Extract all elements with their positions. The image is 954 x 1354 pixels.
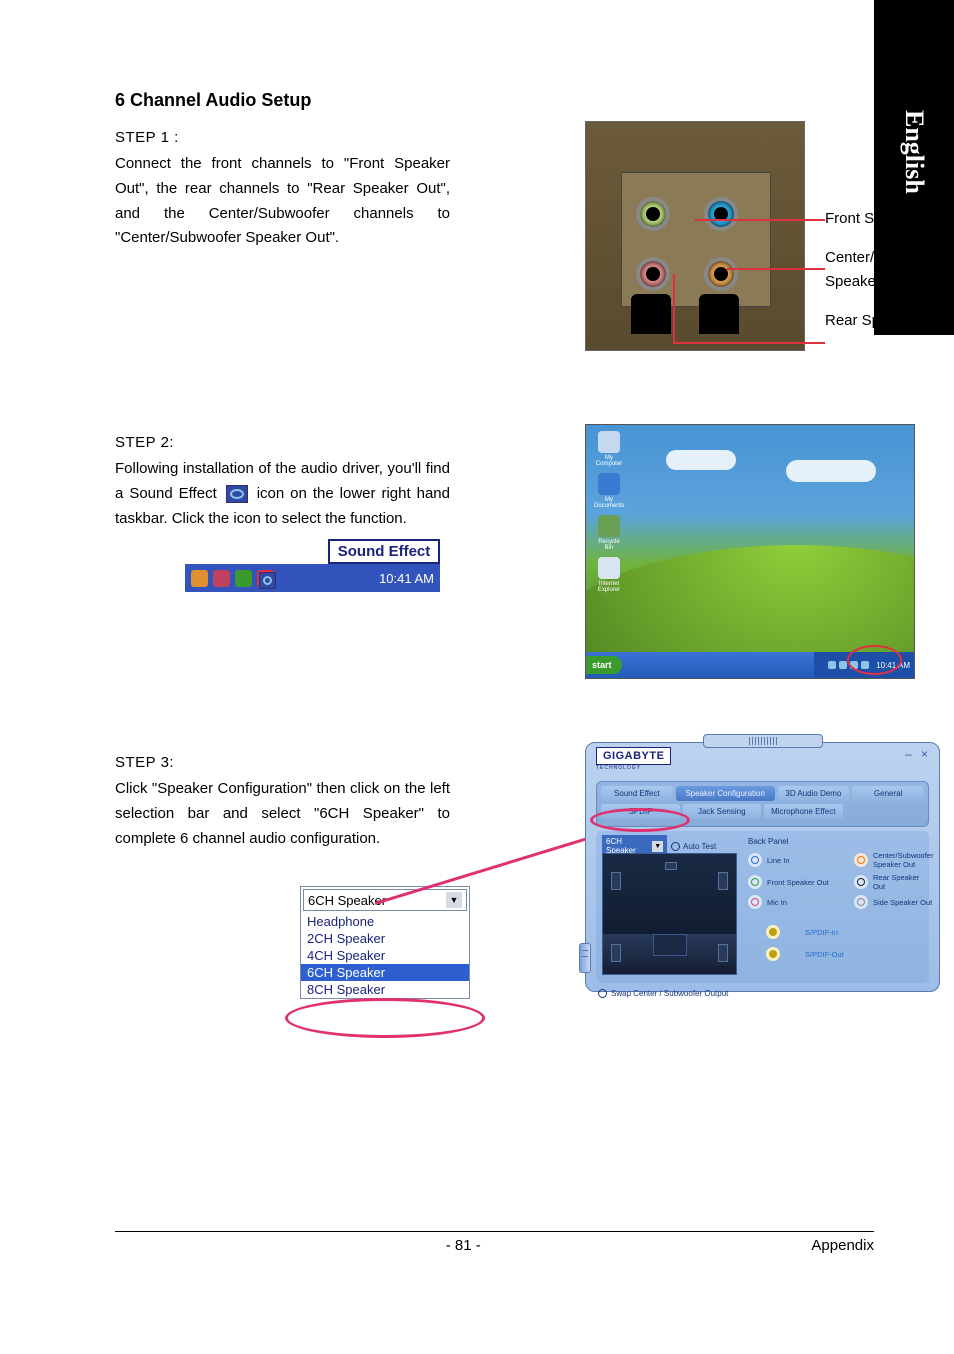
start-button[interactable]: start: [586, 656, 622, 674]
speaker-room-preview: [602, 853, 737, 975]
jack-icon: [854, 853, 868, 867]
dropdown-option[interactable]: 2CH Speaker: [301, 930, 469, 947]
jack-icon: [854, 875, 868, 889]
tray-icon[interactable]: [235, 570, 252, 587]
label-rear-speaker: Rear Speaker Out: [825, 309, 954, 332]
tray-clock: 10:41 AM: [379, 571, 434, 586]
auto-test[interactable]: Auto Test: [671, 842, 716, 851]
highlight-circle: [847, 645, 902, 675]
sound-effect-tooltip: Sound Effect: [328, 539, 440, 564]
page-number: - 81 -: [446, 1237, 481, 1254]
callout-line: [673, 274, 675, 342]
chevron-down-icon[interactable]: ▼: [446, 892, 462, 908]
side-knob[interactable]: [579, 943, 591, 973]
tab-speaker-config[interactable]: Speaker Configuration: [676, 786, 775, 801]
speaker-dropdown[interactable]: 6CH Speaker ▼ Headphone 2CH Speaker 4CH …: [300, 886, 470, 999]
label-front-speaker: Front Speaker Out: [825, 207, 954, 230]
jack-icon: [766, 925, 780, 939]
highlight-circle: [590, 808, 690, 832]
jack-callout-labels: Front Speaker Out Center/Subwoofer Speak…: [825, 129, 954, 348]
drag-handle[interactable]: [703, 734, 823, 748]
desktop-screenshot: My Computer My Documents Recycle Bin Int…: [585, 424, 915, 679]
tray-icon[interactable]: [213, 570, 230, 587]
brand-logo: GIGABYTE: [596, 747, 671, 765]
chevron-down-icon: ▼: [652, 841, 663, 852]
tab-3d-audio[interactable]: 3D Audio Demo: [778, 786, 850, 801]
speaker-config-window: GIGABYTE TECHNOLOGY – × Sound Effect Spe…: [585, 742, 940, 1012]
highlight-circle: [285, 998, 485, 1038]
brand-sub: TECHNOLOGY: [596, 765, 641, 771]
audio-jack-panel-photo: [585, 121, 805, 351]
tab-jack-sensing[interactable]: Jack Sensing: [683, 804, 762, 819]
sound-effect-tray-icon[interactable]: [257, 570, 274, 587]
page-footer: - 81 - Appendix: [115, 1231, 874, 1254]
label-center-sub: Center/Subwoofer Speaker Out: [825, 246, 954, 293]
dropdown-option[interactable]: 4CH Speaker: [301, 947, 469, 964]
sound-effect-icon: [226, 485, 248, 503]
step2-text: Following installation of the audio driv…: [115, 457, 450, 531]
callout-line: [695, 219, 825, 221]
jack-icon: [748, 853, 762, 867]
jack-icon: [748, 895, 762, 909]
callout-line: [673, 342, 825, 344]
dropdown-option[interactable]: 8CH Speaker: [301, 981, 469, 998]
taskbar-closeup: Sound Effect 10:41 AM: [185, 539, 440, 592]
footer-section: Appendix: [811, 1237, 874, 1254]
back-panel-title: Back Panel: [748, 837, 788, 846]
jack-icon: [766, 947, 780, 961]
tab-sound-effect[interactable]: Sound Effect: [601, 786, 673, 801]
step3-text: Click "Speaker Configuration" then click…: [115, 777, 450, 851]
window-controls[interactable]: – ×: [905, 747, 931, 761]
jack-icon: [854, 895, 868, 909]
step1-text: Connect the front channels to "Front Spe…: [115, 152, 450, 251]
section-title: 6 Channel Audio Setup: [115, 90, 894, 111]
jack-icon: [748, 875, 762, 889]
dropdown-option[interactable]: Headphone: [301, 913, 469, 930]
tab-general[interactable]: General: [852, 786, 924, 801]
dropdown-option-selected[interactable]: 6CH Speaker: [301, 964, 469, 981]
callout-line: [727, 268, 825, 270]
tab-mic-effect[interactable]: Microphone Effect: [764, 804, 843, 819]
swap-checkbox[interactable]: Swap Center / Subwoofer Output: [598, 989, 939, 998]
system-tray: 10:41 AM: [185, 564, 440, 592]
tray-icon[interactable]: [191, 570, 208, 587]
